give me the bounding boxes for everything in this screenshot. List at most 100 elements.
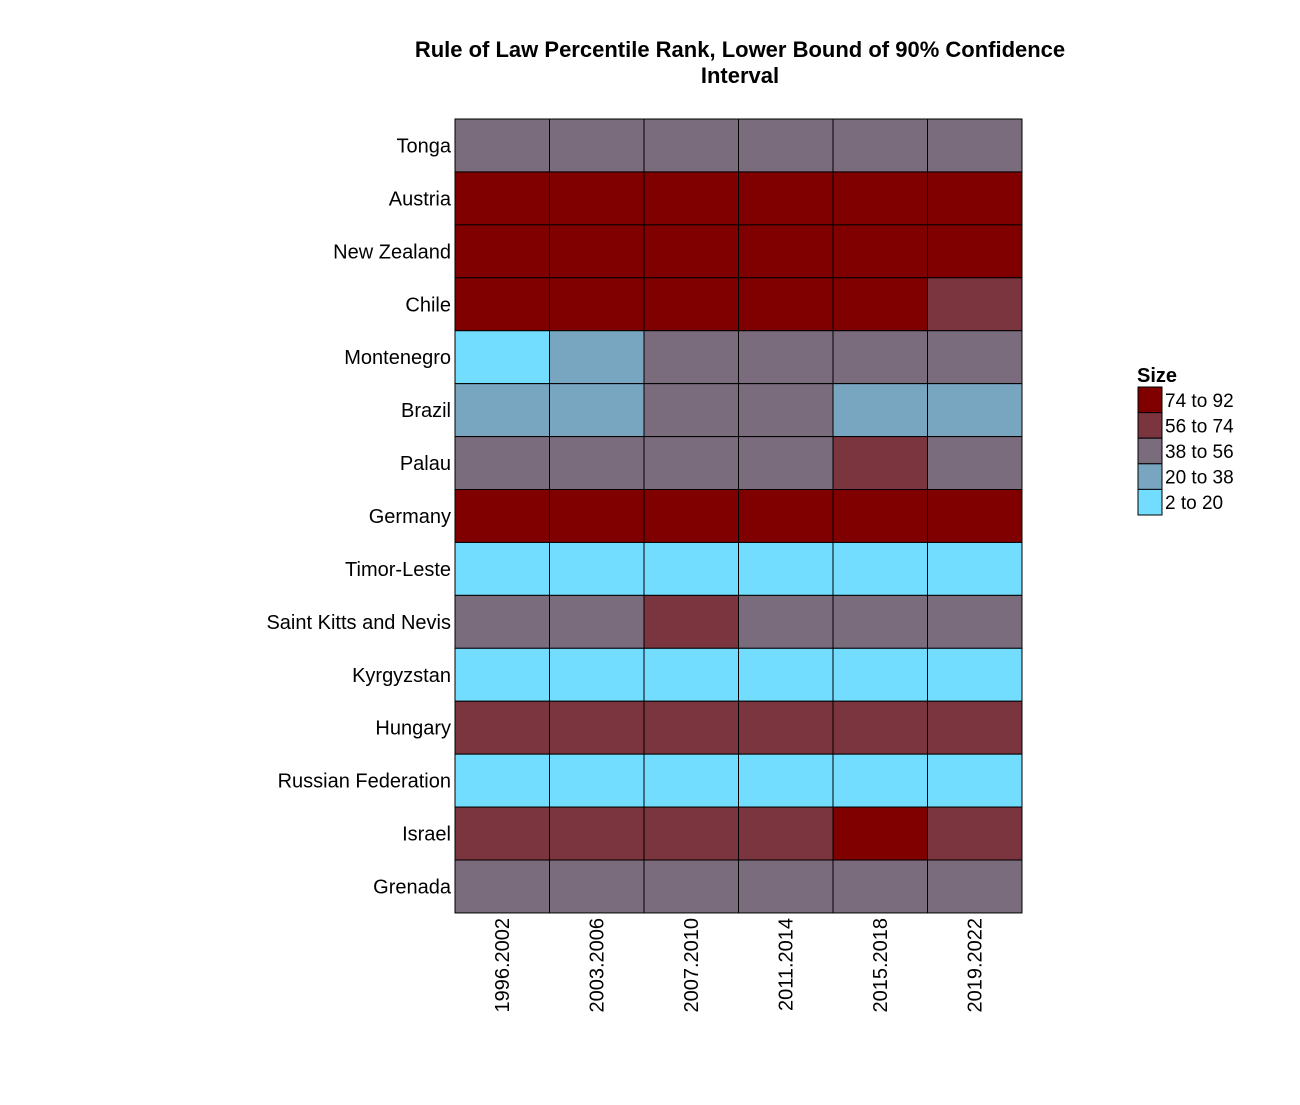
row-label: Brazil bbox=[401, 400, 451, 422]
heatmap-cell bbox=[643, 859, 739, 914]
heatmap-cell bbox=[927, 541, 1023, 596]
heatmap-cell bbox=[454, 859, 550, 914]
heatmap-cell bbox=[927, 330, 1023, 385]
legend-swatch bbox=[1137, 437, 1163, 465]
heatmap-cell bbox=[549, 383, 645, 438]
heatmap-cell bbox=[454, 489, 550, 543]
heatmap-cell bbox=[927, 383, 1023, 438]
legend-label: 20 to 38 bbox=[1165, 468, 1234, 489]
column-label: 2007.2010 bbox=[681, 918, 703, 1013]
row-label: Israel bbox=[402, 824, 451, 846]
heatmap-cell bbox=[643, 700, 739, 755]
legend-label: 38 to 56 bbox=[1165, 442, 1234, 463]
heatmap-cell bbox=[454, 330, 550, 385]
heatmap-cell bbox=[549, 753, 645, 808]
legend-title: Size bbox=[1137, 365, 1177, 387]
row-label: Tonga bbox=[397, 135, 452, 157]
heatmap-cell bbox=[738, 277, 834, 332]
heatmap-cell bbox=[738, 806, 834, 861]
heatmap-cell bbox=[832, 171, 928, 226]
heatmap-cell bbox=[549, 541, 645, 596]
heatmap-cell bbox=[549, 277, 645, 332]
heatmap-cell bbox=[832, 541, 928, 596]
heatmap-cell bbox=[549, 647, 645, 702]
column-label: 2011.2014 bbox=[776, 918, 798, 1011]
row-label: Chile bbox=[405, 294, 451, 316]
legend-label: 74 to 92 bbox=[1165, 391, 1234, 412]
chart-title-line: Interval bbox=[701, 63, 779, 88]
heatmap-cell bbox=[927, 171, 1023, 226]
row-label: Russian Federation bbox=[278, 771, 451, 793]
row-labels: Tonga Austria New Zealand Chile Montenegro Br… bbox=[266, 135, 451, 898]
heatmap-cell bbox=[549, 330, 645, 385]
heatmap-cell bbox=[549, 806, 645, 861]
row-label: Palau bbox=[400, 453, 451, 475]
column-labels: 1996.2002 2003.2006 2007.2010 2011.2014 2015… bbox=[492, 918, 987, 1013]
heatmap-cell bbox=[927, 224, 1023, 279]
heatmap-cell bbox=[738, 383, 834, 438]
heatmap-cell bbox=[832, 489, 928, 543]
heatmap-cell bbox=[454, 647, 550, 702]
heatmap-cell bbox=[643, 224, 739, 279]
heatmap-cell bbox=[643, 647, 739, 702]
legend: Size 74 to 92 56 to 74 38 to 56 20 to 38 2 to… bbox=[1137, 365, 1234, 516]
heatmap-cell bbox=[454, 118, 550, 173]
heatmap-cell bbox=[643, 118, 739, 173]
heatmap-cell bbox=[738, 700, 834, 755]
row-label: Austria bbox=[389, 188, 452, 210]
row-label: New Zealand bbox=[333, 241, 451, 263]
heatmap-cell bbox=[738, 594, 834, 649]
heatmap-cell bbox=[549, 436, 645, 491]
column-label: 2003.2006 bbox=[587, 918, 609, 1013]
heatmap-cell bbox=[738, 330, 834, 385]
heatmap-cell bbox=[832, 700, 928, 755]
chart-title: Rule of Law Percentile Rank, Lower Bound… bbox=[415, 37, 1065, 88]
heatmap-cell bbox=[927, 277, 1023, 332]
heatmap-cell bbox=[832, 277, 928, 332]
heatmap-cell bbox=[454, 753, 550, 808]
heatmap-cell bbox=[643, 436, 739, 491]
legend-swatch bbox=[1137, 386, 1163, 414]
heatmap-cell bbox=[832, 647, 928, 702]
heatmap-cell bbox=[643, 806, 739, 861]
heatmap-cell bbox=[927, 436, 1023, 491]
heatmap-cell bbox=[738, 436, 834, 491]
heatmap-cell bbox=[643, 330, 739, 385]
heatmap-cell bbox=[454, 224, 550, 279]
heatmap-cell bbox=[927, 594, 1023, 649]
heatmap-cell bbox=[738, 489, 834, 543]
heatmap-cell bbox=[643, 541, 739, 596]
heatmap-cell bbox=[454, 171, 550, 226]
heatmap-cell bbox=[832, 436, 928, 491]
row-label: Germany bbox=[369, 506, 451, 528]
legend-swatch bbox=[1137, 412, 1163, 439]
heatmap-cell bbox=[832, 330, 928, 385]
heatmap-cell bbox=[549, 118, 645, 173]
row-label: Hungary bbox=[375, 718, 451, 740]
heatmap-cell bbox=[738, 753, 834, 808]
heatmap-cell bbox=[454, 383, 550, 438]
column-label: 2015.2018 bbox=[870, 918, 892, 1013]
heatmap-cell bbox=[927, 489, 1023, 543]
row-label: Grenada bbox=[373, 876, 452, 898]
heatmap-cell bbox=[549, 171, 645, 226]
heatmap-cell bbox=[454, 700, 550, 755]
legend-label: 56 to 74 bbox=[1165, 416, 1234, 437]
row-label: Kyrgyzstan bbox=[352, 665, 451, 687]
heatmap-cell bbox=[738, 859, 834, 914]
heatmap-cell bbox=[927, 118, 1023, 173]
legend-swatch bbox=[1137, 488, 1163, 516]
heatmap-cell bbox=[927, 700, 1023, 755]
heatmap-cell bbox=[832, 859, 928, 914]
heatmap-cell bbox=[454, 541, 550, 596]
heatmap-cell bbox=[832, 594, 928, 649]
heatmap-cells bbox=[454, 118, 1023, 914]
heatmap-cell bbox=[549, 489, 645, 543]
heatmap-cell bbox=[643, 594, 739, 649]
heatmap-cell bbox=[832, 224, 928, 279]
heatmap-cell bbox=[643, 171, 739, 226]
heatmap-cell bbox=[454, 436, 550, 491]
column-label: 2019.2022 bbox=[965, 918, 987, 1013]
